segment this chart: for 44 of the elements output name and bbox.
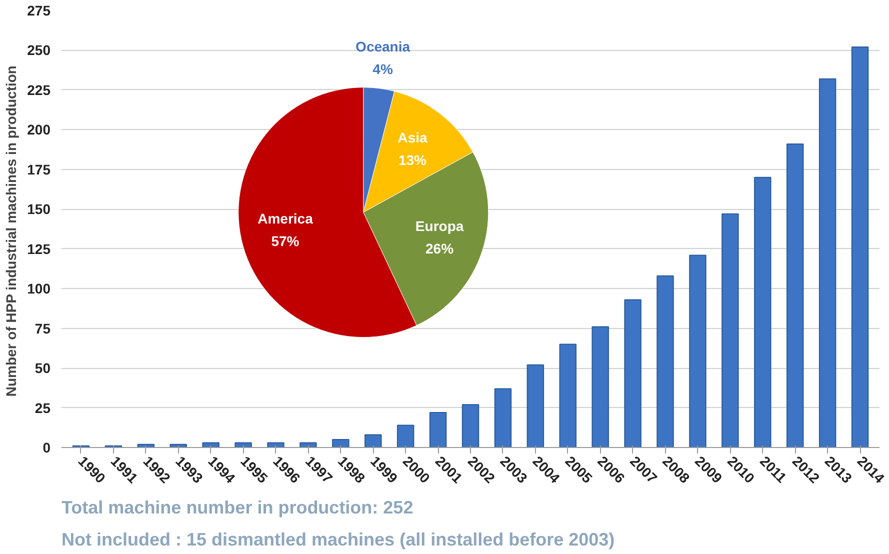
data-label: 13% <box>398 152 428 168</box>
y-tick-label: 275 <box>27 2 51 18</box>
bar <box>396 424 414 448</box>
bar <box>624 299 642 448</box>
y-axis-title: Number of HPP industrial machines in production <box>3 66 20 397</box>
y-tick-label: 25 <box>34 400 51 416</box>
y-tick-label: 200 <box>27 122 51 138</box>
bar <box>332 439 350 448</box>
bar <box>234 442 252 448</box>
bar <box>559 344 576 448</box>
data-label: 4% <box>372 61 394 78</box>
bar <box>462 404 480 448</box>
y-tick-label: 125 <box>27 240 51 257</box>
y-tick-label: 100 <box>27 280 51 297</box>
bar <box>818 78 836 448</box>
bar <box>364 434 382 448</box>
bar <box>267 442 284 448</box>
bar <box>722 213 739 448</box>
slice-label: America <box>258 210 314 227</box>
bar <box>689 254 706 448</box>
bar <box>494 388 512 448</box>
bar <box>202 442 220 448</box>
bar <box>851 46 869 448</box>
y-tick-label: 150 <box>27 201 51 218</box>
slice-label: Asia <box>398 129 428 146</box>
slice-label: Oceania <box>356 38 410 55</box>
y-tick-label: 50 <box>34 360 51 376</box>
bar <box>300 442 317 448</box>
bar <box>754 176 772 448</box>
text: Total machine number in production: 252 <box>62 498 414 518</box>
bar <box>429 412 447 448</box>
bar <box>656 275 674 448</box>
y-tick-label: 0 <box>42 440 51 456</box>
text: Not included : 15 dismantled machines (all installed before 2003) <box>62 530 615 550</box>
y-tick-label: 225 <box>27 82 51 98</box>
bar <box>526 364 544 448</box>
bar <box>786 143 804 448</box>
y-tick-label: 250 <box>27 42 51 58</box>
y-tick-label: 175 <box>27 161 51 178</box>
data-label: 26% <box>426 240 454 256</box>
slice-label: Europa <box>415 218 464 234</box>
y-tick-label: 75 <box>34 320 51 336</box>
data-label: 57% <box>271 233 300 250</box>
bar <box>592 326 609 448</box>
